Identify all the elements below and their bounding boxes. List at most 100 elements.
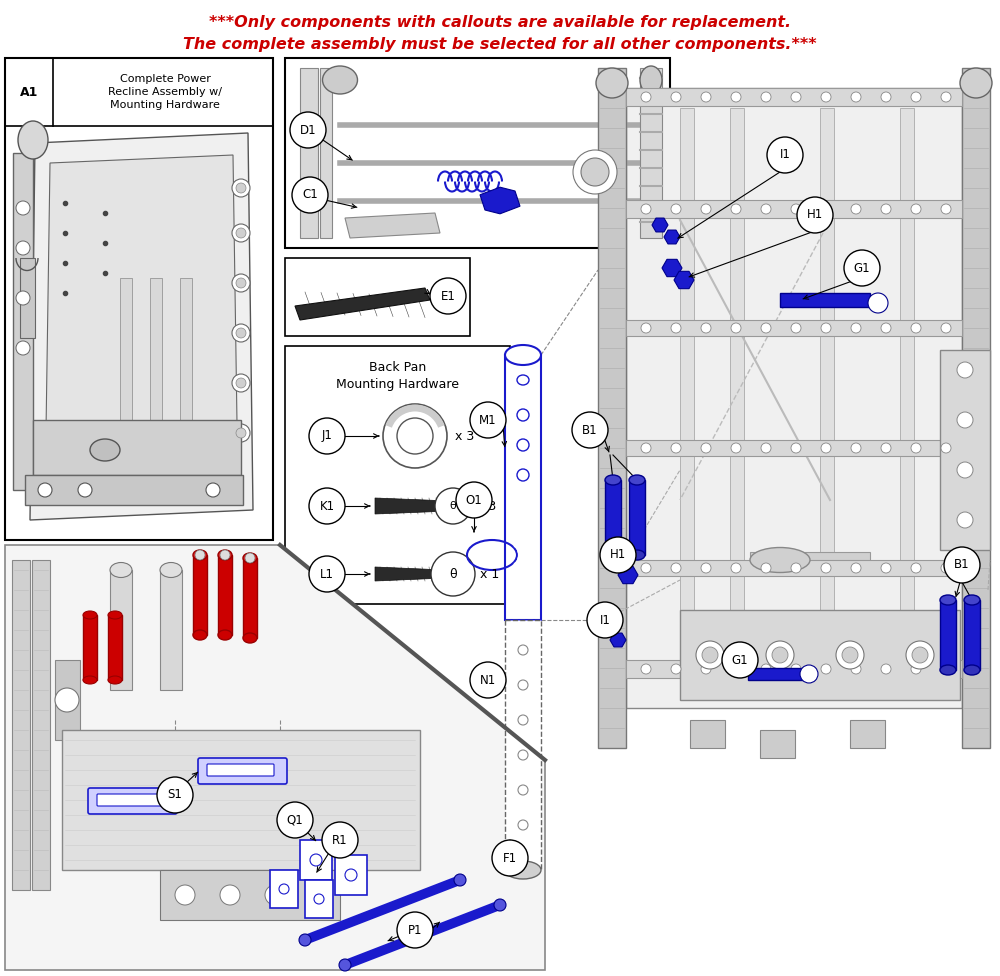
Bar [626,440,962,456]
Circle shape [821,323,831,333]
Circle shape [881,92,891,102]
Bar [83,615,97,680]
Circle shape [587,602,623,638]
Bar [626,660,962,678]
Bar [505,620,541,870]
Bar [243,558,257,638]
Circle shape [851,204,861,214]
Circle shape [791,92,801,102]
Circle shape [906,641,934,669]
Ellipse shape [243,633,257,643]
Circle shape [957,412,973,428]
Circle shape [641,443,651,453]
Bar [900,108,914,658]
Circle shape [941,443,951,453]
Circle shape [731,563,741,573]
Bar [640,68,662,238]
Polygon shape [375,498,450,514]
Circle shape [881,664,891,674]
Circle shape [232,374,250,392]
Circle shape [791,563,801,573]
Circle shape [766,641,794,669]
Circle shape [761,443,771,453]
Ellipse shape [18,121,48,159]
Circle shape [518,715,528,725]
Bar [160,570,182,690]
Circle shape [314,894,324,904]
Circle shape [731,443,741,453]
Ellipse shape [83,676,97,684]
Circle shape [16,291,30,305]
Bar [760,730,795,758]
Circle shape [16,201,30,215]
Polygon shape [618,566,638,584]
Circle shape [322,822,358,858]
Polygon shape [345,213,440,238]
Circle shape [16,241,30,255]
Text: D1: D1 [300,124,316,137]
Bar [305,880,333,918]
Bar [180,278,192,420]
Circle shape [290,112,326,148]
Text: B1: B1 [582,424,598,436]
Circle shape [310,885,330,905]
Circle shape [821,664,831,674]
Circle shape [309,556,345,592]
Text: L1: L1 [320,567,334,581]
Bar [626,88,962,708]
Ellipse shape [90,439,120,461]
Bar [605,480,621,555]
Ellipse shape [605,475,621,485]
Circle shape [731,204,741,214]
Circle shape [821,443,831,453]
Bar [300,840,332,880]
Circle shape [195,550,205,560]
Circle shape [456,482,492,518]
Circle shape [761,204,771,214]
Circle shape [911,563,921,573]
Circle shape [236,378,246,388]
Bar [626,560,962,576]
Bar [962,68,990,748]
Circle shape [236,278,246,288]
Circle shape [397,418,433,454]
Text: H1: H1 [610,549,626,561]
Circle shape [731,664,741,674]
Circle shape [232,424,250,442]
Bar [25,475,243,505]
Text: Complete Power
Recline Assembly w/
Mounting Hardware: Complete Power Recline Assembly w/ Mount… [108,74,222,110]
Bar [110,570,132,690]
Circle shape [957,362,973,378]
Circle shape [454,874,466,886]
Polygon shape [674,271,694,289]
Ellipse shape [964,665,980,675]
Bar [780,293,870,307]
Text: A1: A1 [20,86,38,99]
Circle shape [772,647,788,663]
Circle shape [494,899,506,911]
Circle shape [641,323,651,333]
Text: E1: E1 [441,290,455,303]
Circle shape [868,293,888,313]
Ellipse shape [940,595,956,605]
Bar [218,555,232,635]
Circle shape [232,274,250,292]
Circle shape [236,183,246,193]
FancyBboxPatch shape [97,794,164,806]
Ellipse shape [750,548,810,573]
Text: O1: O1 [466,494,482,507]
Circle shape [220,885,240,905]
Bar [626,320,962,336]
Circle shape [518,820,528,830]
Ellipse shape [629,550,645,560]
Circle shape [800,665,818,683]
Bar [940,600,956,670]
Bar [505,355,541,620]
Circle shape [470,662,506,698]
Text: x 3: x 3 [455,429,474,442]
Circle shape [851,443,861,453]
Circle shape [220,550,230,560]
Circle shape [55,688,79,712]
Circle shape [206,483,220,497]
Text: ***Only components with callouts are available for replacement.: ***Only components with callouts are ava… [209,15,791,29]
